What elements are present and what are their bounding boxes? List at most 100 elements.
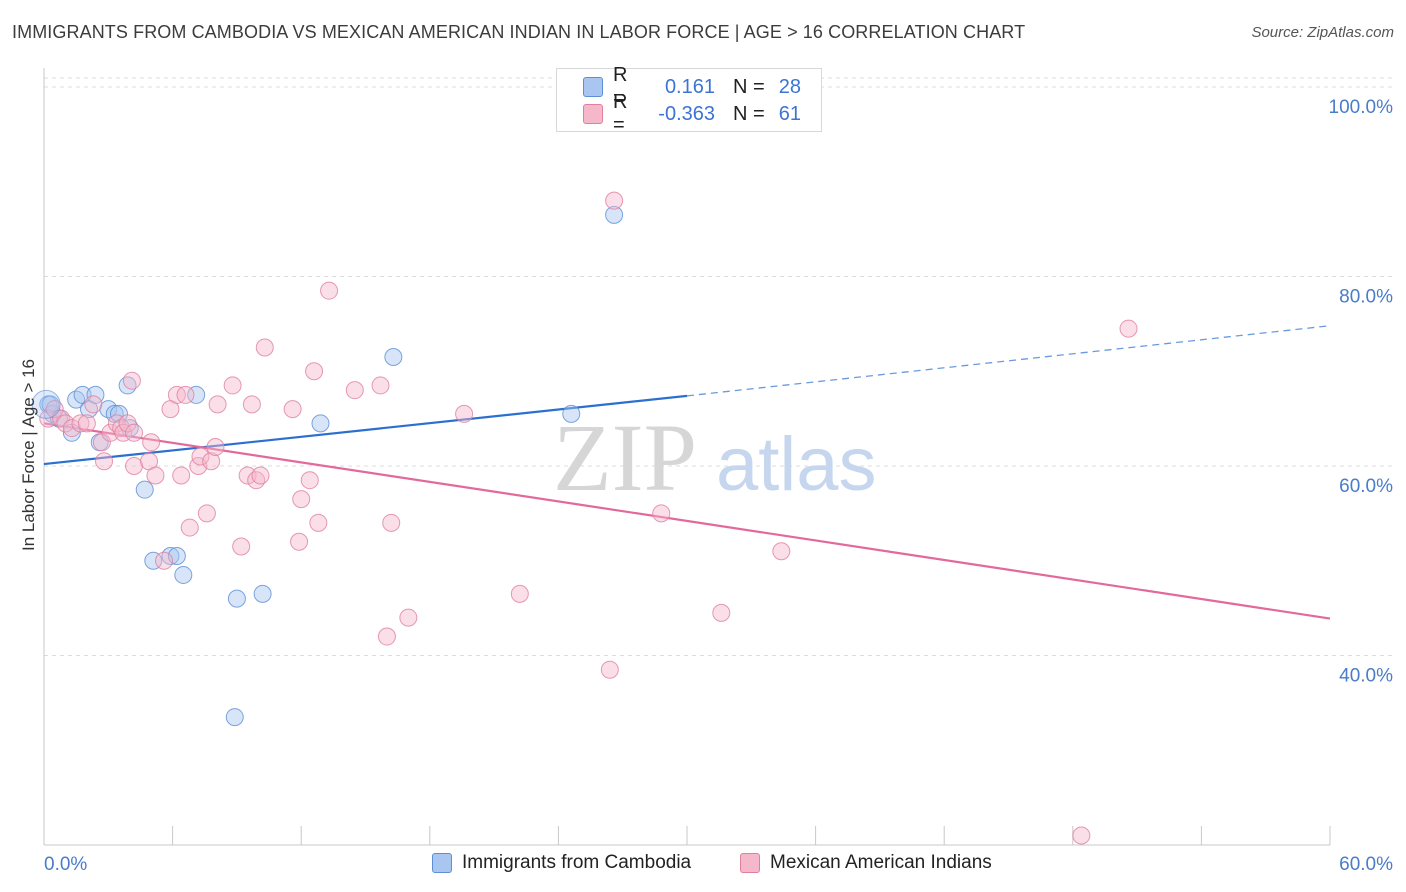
mexican-american-indian-point <box>238 466 257 485</box>
mexican-american-indian-point <box>155 551 174 570</box>
mexican-american-indian-point <box>1119 319 1138 338</box>
x-axis-ticks <box>43 826 1331 845</box>
n-value: 28 <box>778 75 801 98</box>
chart-title: IMMIGRANTS FROM CAMBODIA VS MEXICAN AMER… <box>12 22 1026 42</box>
mexican-american-indian-point <box>142 433 161 452</box>
cambodia-point <box>161 546 180 565</box>
blue-swatch <box>432 853 452 873</box>
mexican-american-indian-point <box>223 376 242 395</box>
y-axis-label: In Labor Force | Age > 16 <box>19 359 38 551</box>
cambodia-point <box>562 404 581 423</box>
cambodia-point <box>174 565 193 584</box>
cambodia-point <box>67 390 86 409</box>
mexican-american-indian-point <box>300 471 319 490</box>
legend-label: Immigrants from Cambodia <box>462 852 692 873</box>
mexican-american-indian-point <box>345 381 364 400</box>
mexican-american-indian-point <box>309 513 328 532</box>
mexican-american-indian-point <box>208 395 227 414</box>
mexican-american-indian-point <box>399 608 418 627</box>
mexican-american-indian-point <box>290 532 309 551</box>
cambodia-point <box>135 480 154 499</box>
y-tick-labels: 40.0% 60.0% 80.0% 100.0% <box>1329 97 1394 687</box>
mexican-american-indian-point <box>600 660 619 679</box>
mexican-american-indian-point <box>251 466 270 485</box>
mexican-american-indian-point <box>382 513 401 532</box>
mexican-american-indian-point <box>172 466 191 485</box>
mexican-american-indian-point <box>180 518 199 537</box>
legend-item-mexican-american-indians[interactable]: Mexican American Indians <box>740 852 992 874</box>
watermark: ZIP atlas <box>553 404 877 511</box>
cambodia-point <box>144 551 163 570</box>
watermark-atlas: atlas <box>716 422 877 507</box>
mexican-american-indian-point <box>652 504 671 523</box>
pink-swatch <box>583 104 603 124</box>
mexican-american-indian-point <box>197 504 216 523</box>
cambodia-point <box>227 589 246 608</box>
x-tick-label: 60.0% <box>1339 854 1393 875</box>
legend-label: Mexican American Indians <box>770 852 992 873</box>
mexican-american-indian-point <box>45 400 64 419</box>
mexican-american-indian-point <box>202 452 221 471</box>
cambodia-trend-extension <box>686 325 1331 397</box>
mexican-american-indian-point <box>146 466 165 485</box>
mexican-american-indian-point <box>125 423 144 442</box>
mexican-american-indian-point <box>283 400 302 419</box>
y-tick-label: 60.0% <box>1339 476 1393 497</box>
legend-item-cambodia[interactable]: Immigrants from Cambodia <box>432 852 691 874</box>
n-value: 61 <box>778 102 801 125</box>
y-tick-label: 100.0% <box>1329 97 1394 118</box>
cambodia-point <box>225 708 244 727</box>
x-tick-label: 0.0% <box>44 854 87 875</box>
y-tick-label: 80.0% <box>1339 286 1393 307</box>
cambodia-point <box>311 414 330 433</box>
mexican-american-indian-point <box>292 490 311 509</box>
stats-row-mexican-american-indians: R = -0.363 N = 61 <box>583 91 801 136</box>
mexican-american-indian-point <box>320 281 339 300</box>
mexican-american-indian-point <box>305 362 324 381</box>
mexican-american-indian-point <box>712 603 731 622</box>
grid-lines <box>44 77 1394 656</box>
mexican-american-indian-point <box>191 447 210 466</box>
cambodia-point <box>187 385 206 404</box>
r-value: 0.161 <box>664 75 715 98</box>
mexican-american-indian-point <box>122 371 141 390</box>
mexican-american-indian-point <box>84 395 103 414</box>
mexican-american-indian-point <box>1072 826 1091 845</box>
mexican-american-indian-point <box>206 438 225 457</box>
mexican-american-indian-point <box>232 537 251 556</box>
mexican-american-indian-point <box>71 414 90 433</box>
mexican-american-indian-point <box>114 423 133 442</box>
n-label: N = <box>733 75 765 98</box>
data-points <box>31 191 1138 845</box>
cambodia-point <box>253 584 272 603</box>
mexican-american-indian-point <box>242 395 261 414</box>
cambodia-point <box>384 348 403 367</box>
mexican-american-indian-point <box>510 584 529 603</box>
n-label: N = <box>733 102 765 125</box>
r-label: R = <box>613 91 628 136</box>
x-tick-labels: 0.0% 60.0% <box>44 854 1393 875</box>
r-value: -0.363 <box>658 102 715 125</box>
stats-legend: R = 0.161 N = 28 R = -0.363 N = 61 <box>556 64 822 136</box>
cambodia-point <box>605 205 624 224</box>
mexican-american-indian-point <box>125 456 144 475</box>
mexican-american-indian-point <box>455 404 474 423</box>
mexican-american-indian-point <box>772 542 791 561</box>
r-label: R = <box>613 64 628 109</box>
mexican-american-indian-point <box>77 414 96 433</box>
pink-swatch <box>740 853 760 873</box>
mexican-american-indian-point <box>95 452 114 471</box>
source-label: Source: ZipAtlas.com <box>1251 24 1394 41</box>
mexican-american-indian-point <box>176 385 195 404</box>
series-legend: Immigrants from Cambodia Mexican America… <box>0 852 1406 878</box>
mexican-american-indian-point <box>605 191 624 210</box>
y-tick-label: 40.0% <box>1339 665 1393 686</box>
mexican-american-indian-point <box>377 627 396 646</box>
watermark-zip: ZIP <box>553 404 697 511</box>
blue-swatch <box>583 77 603 97</box>
mexican-american-indian-point <box>371 376 390 395</box>
mexican-american-indian-point <box>118 414 137 433</box>
mexican-american-indian-point <box>101 423 120 442</box>
stats-row-cambodia: R = 0.161 N = 28 <box>583 64 801 109</box>
